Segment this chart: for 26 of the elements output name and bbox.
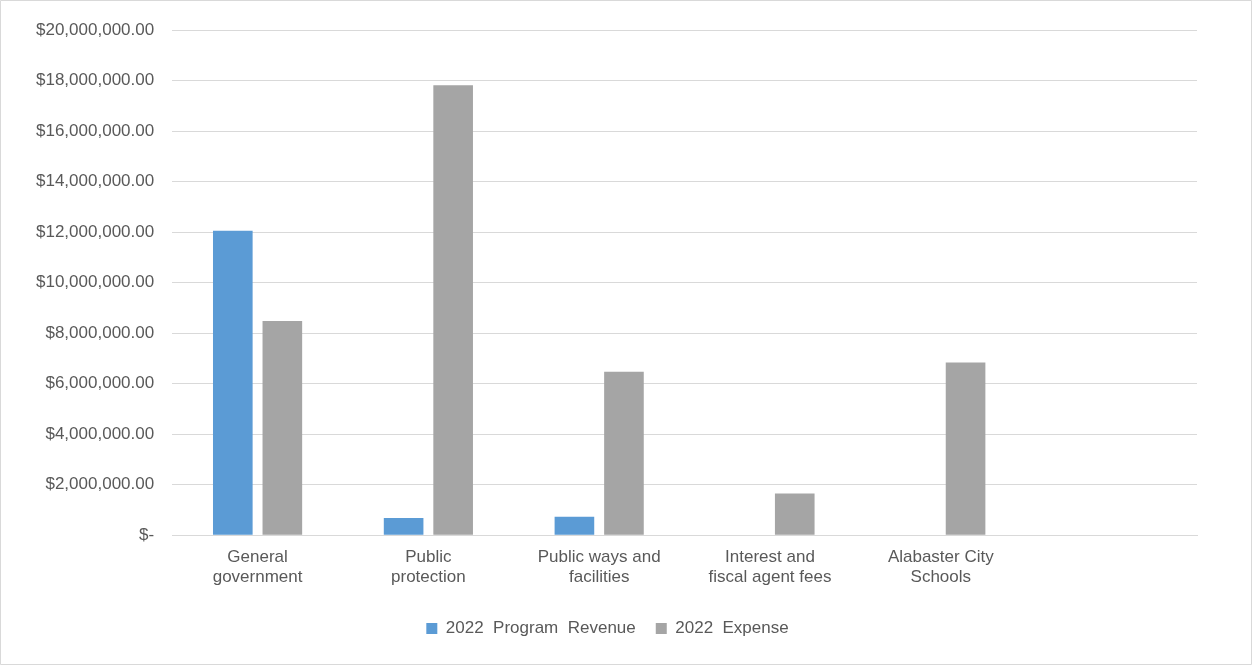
y-tick-label: $12,000,000.00 [36, 221, 155, 241]
bar [554, 516, 595, 535]
bar [945, 362, 986, 535]
legend-label: 2022 Expense [675, 618, 789, 638]
bar [383, 518, 424, 535]
y-tick-label: $- [139, 524, 155, 544]
legend-label: 2022 Program Revenue [445, 618, 636, 638]
x-tick-label: General government [212, 547, 303, 587]
bar [604, 371, 644, 535]
y-tick-label: $20,000,000.00 [36, 19, 155, 39]
bar [774, 493, 815, 535]
bar [212, 230, 253, 535]
y-tick-label: $16,000,000.00 [36, 120, 155, 140]
y-tick-label: $14,000,000.00 [36, 171, 155, 191]
bar [433, 85, 473, 535]
x-tick-label: Alabaster City Schools [887, 547, 995, 587]
x-tick-label: Public ways and facilities [537, 547, 661, 587]
bar [262, 321, 303, 535]
y-tick-label: $8,000,000.00 [45, 322, 155, 342]
x-tick-label: Public protection [391, 547, 466, 587]
x-tick-label: Interest and fiscal agent fees [708, 547, 832, 587]
y-tick-label: $18,000,000.00 [36, 70, 155, 90]
y-tick-label: $2,000,000.00 [45, 474, 155, 494]
y-tick-label: $6,000,000.00 [45, 373, 155, 393]
y-tick-label: $4,000,000.00 [45, 423, 155, 443]
y-tick-label: $10,000,000.00 [36, 272, 155, 292]
